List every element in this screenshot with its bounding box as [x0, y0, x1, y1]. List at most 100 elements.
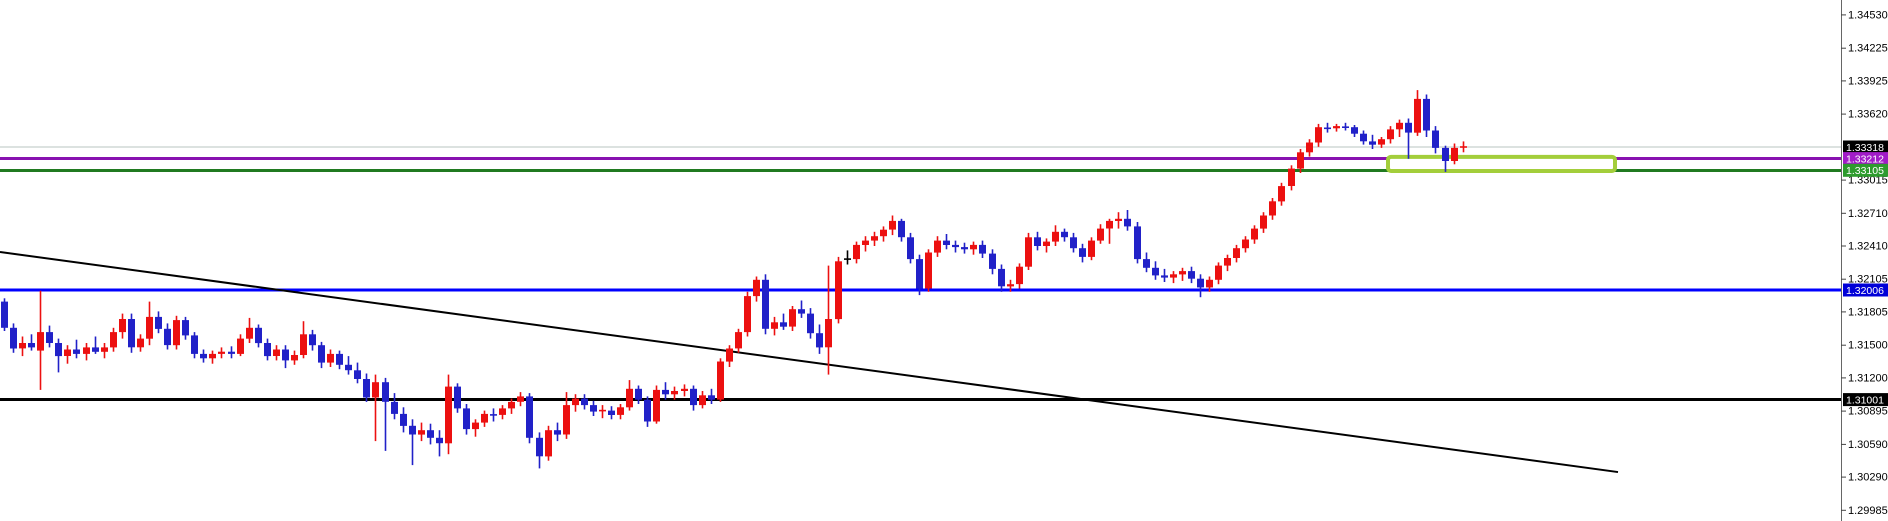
- candle-body: [943, 240, 950, 245]
- candle-body: [155, 316, 162, 329]
- candle-body: [617, 407, 624, 415]
- candle: [1242, 236, 1249, 253]
- candle: [807, 308, 814, 339]
- candle: [1342, 122, 1349, 131]
- candle: [1378, 137, 1385, 148]
- candle-body: [1097, 228, 1104, 241]
- candle-body: [472, 422, 479, 430]
- candle-body: [191, 335, 198, 354]
- candle-body: [237, 338, 244, 354]
- candle-body: [925, 252, 932, 289]
- candle-body: [436, 437, 443, 444]
- candle: [581, 394, 588, 410]
- candle-body: [119, 319, 126, 333]
- candle: [825, 265, 832, 375]
- candle-body: [92, 347, 99, 352]
- candle: [55, 338, 62, 373]
- candle-body: [345, 364, 352, 371]
- price-axis[interactable]: 1.34530 1.34225 1.33925 1.33620 1.33015 1.327…: [1841, 0, 1888, 521]
- supply-zone-rectangle[interactable]: [1386, 154, 1617, 174]
- candle: [671, 386, 678, 400]
- candle-body: [481, 413, 488, 423]
- candle: [1034, 231, 1041, 251]
- candle: [526, 393, 533, 444]
- candle-body: [1188, 271, 1195, 279]
- candle-body: [182, 320, 189, 336]
- candle-body: [372, 382, 379, 398]
- candle: [517, 392, 524, 407]
- candle-body: [363, 379, 370, 398]
- candle: [28, 334, 35, 351]
- candle-body: [1206, 279, 1213, 288]
- candle-body: [1451, 147, 1458, 161]
- candle-body: [19, 343, 26, 349]
- candle-body: [1106, 220, 1113, 229]
- candle-body: [46, 332, 53, 343]
- price-badge-bg-green-level-price: [1843, 163, 1888, 177]
- candle: [273, 345, 280, 361]
- candle: [101, 343, 108, 359]
- candle-body: [1396, 122, 1403, 130]
- candle-body: [816, 333, 823, 348]
- candle: [681, 384, 688, 397]
- candle-body: [970, 244, 977, 250]
- candle-body: [1, 301, 8, 328]
- price-badge-bg-purple-level-price: [1843, 152, 1888, 166]
- candle-body: [889, 220, 896, 230]
- price-badge-label: 1.33105: [1846, 165, 1884, 177]
- candle-body: [137, 338, 144, 348]
- price-badge: 1.33318: [1843, 140, 1888, 154]
- candle: [1016, 263, 1023, 289]
- candle: [744, 291, 751, 337]
- candle: [871, 231, 878, 246]
- candle: [844, 250, 851, 265]
- candle: [64, 345, 71, 364]
- candle-body: [1333, 126, 1340, 129]
- candle-body: [880, 229, 887, 237]
- candle: [853, 241, 860, 264]
- candle-body: [952, 244, 959, 248]
- candle: [264, 338, 271, 361]
- candle: [1197, 274, 1204, 298]
- candle: [463, 404, 470, 435]
- candle: [816, 324, 823, 354]
- candle-body: [635, 388, 642, 400]
- candle-body: [173, 320, 180, 346]
- price-badge-label: 1.33212: [1846, 153, 1884, 165]
- candle: [889, 215, 896, 236]
- candle-body: [1152, 267, 1159, 276]
- candle: [363, 373, 370, 402]
- candle: [1188, 266, 1195, 284]
- candle-body: [934, 240, 941, 253]
- candle: [1224, 254, 1231, 272]
- candle: [798, 300, 805, 318]
- candle-body: [508, 401, 515, 409]
- price-axis-tick-label: 1.31500: [1848, 340, 1888, 352]
- candle: [1460, 141, 1467, 153]
- candle-body: [454, 386, 461, 409]
- candle-body: [354, 370, 361, 379]
- candle: [436, 430, 443, 457]
- candle-body: [327, 353, 334, 363]
- candle: [635, 385, 642, 404]
- candle-body: [73, 349, 80, 354]
- candle-body: [671, 391, 678, 395]
- price-axis-tick-label: 1.31805: [1848, 306, 1888, 318]
- candle-body: [907, 237, 914, 260]
- candle-body: [463, 408, 470, 430]
- candle: [1396, 119, 1403, 137]
- candle: [762, 274, 769, 335]
- candle-body: [1025, 237, 1032, 267]
- candle: [300, 321, 307, 359]
- candle: [481, 410, 488, 427]
- candle-body: [146, 316, 153, 339]
- candle-body: [400, 413, 407, 426]
- candle-body: [536, 437, 543, 457]
- candle: [1423, 94, 1430, 137]
- candle-body: [164, 328, 171, 346]
- candle-body: [336, 353, 343, 365]
- price-axis-tick-label: 1.30590: [1848, 439, 1888, 451]
- descending-trendline[interactable]: [0, 251, 1619, 474]
- candle-body: [1070, 237, 1077, 249]
